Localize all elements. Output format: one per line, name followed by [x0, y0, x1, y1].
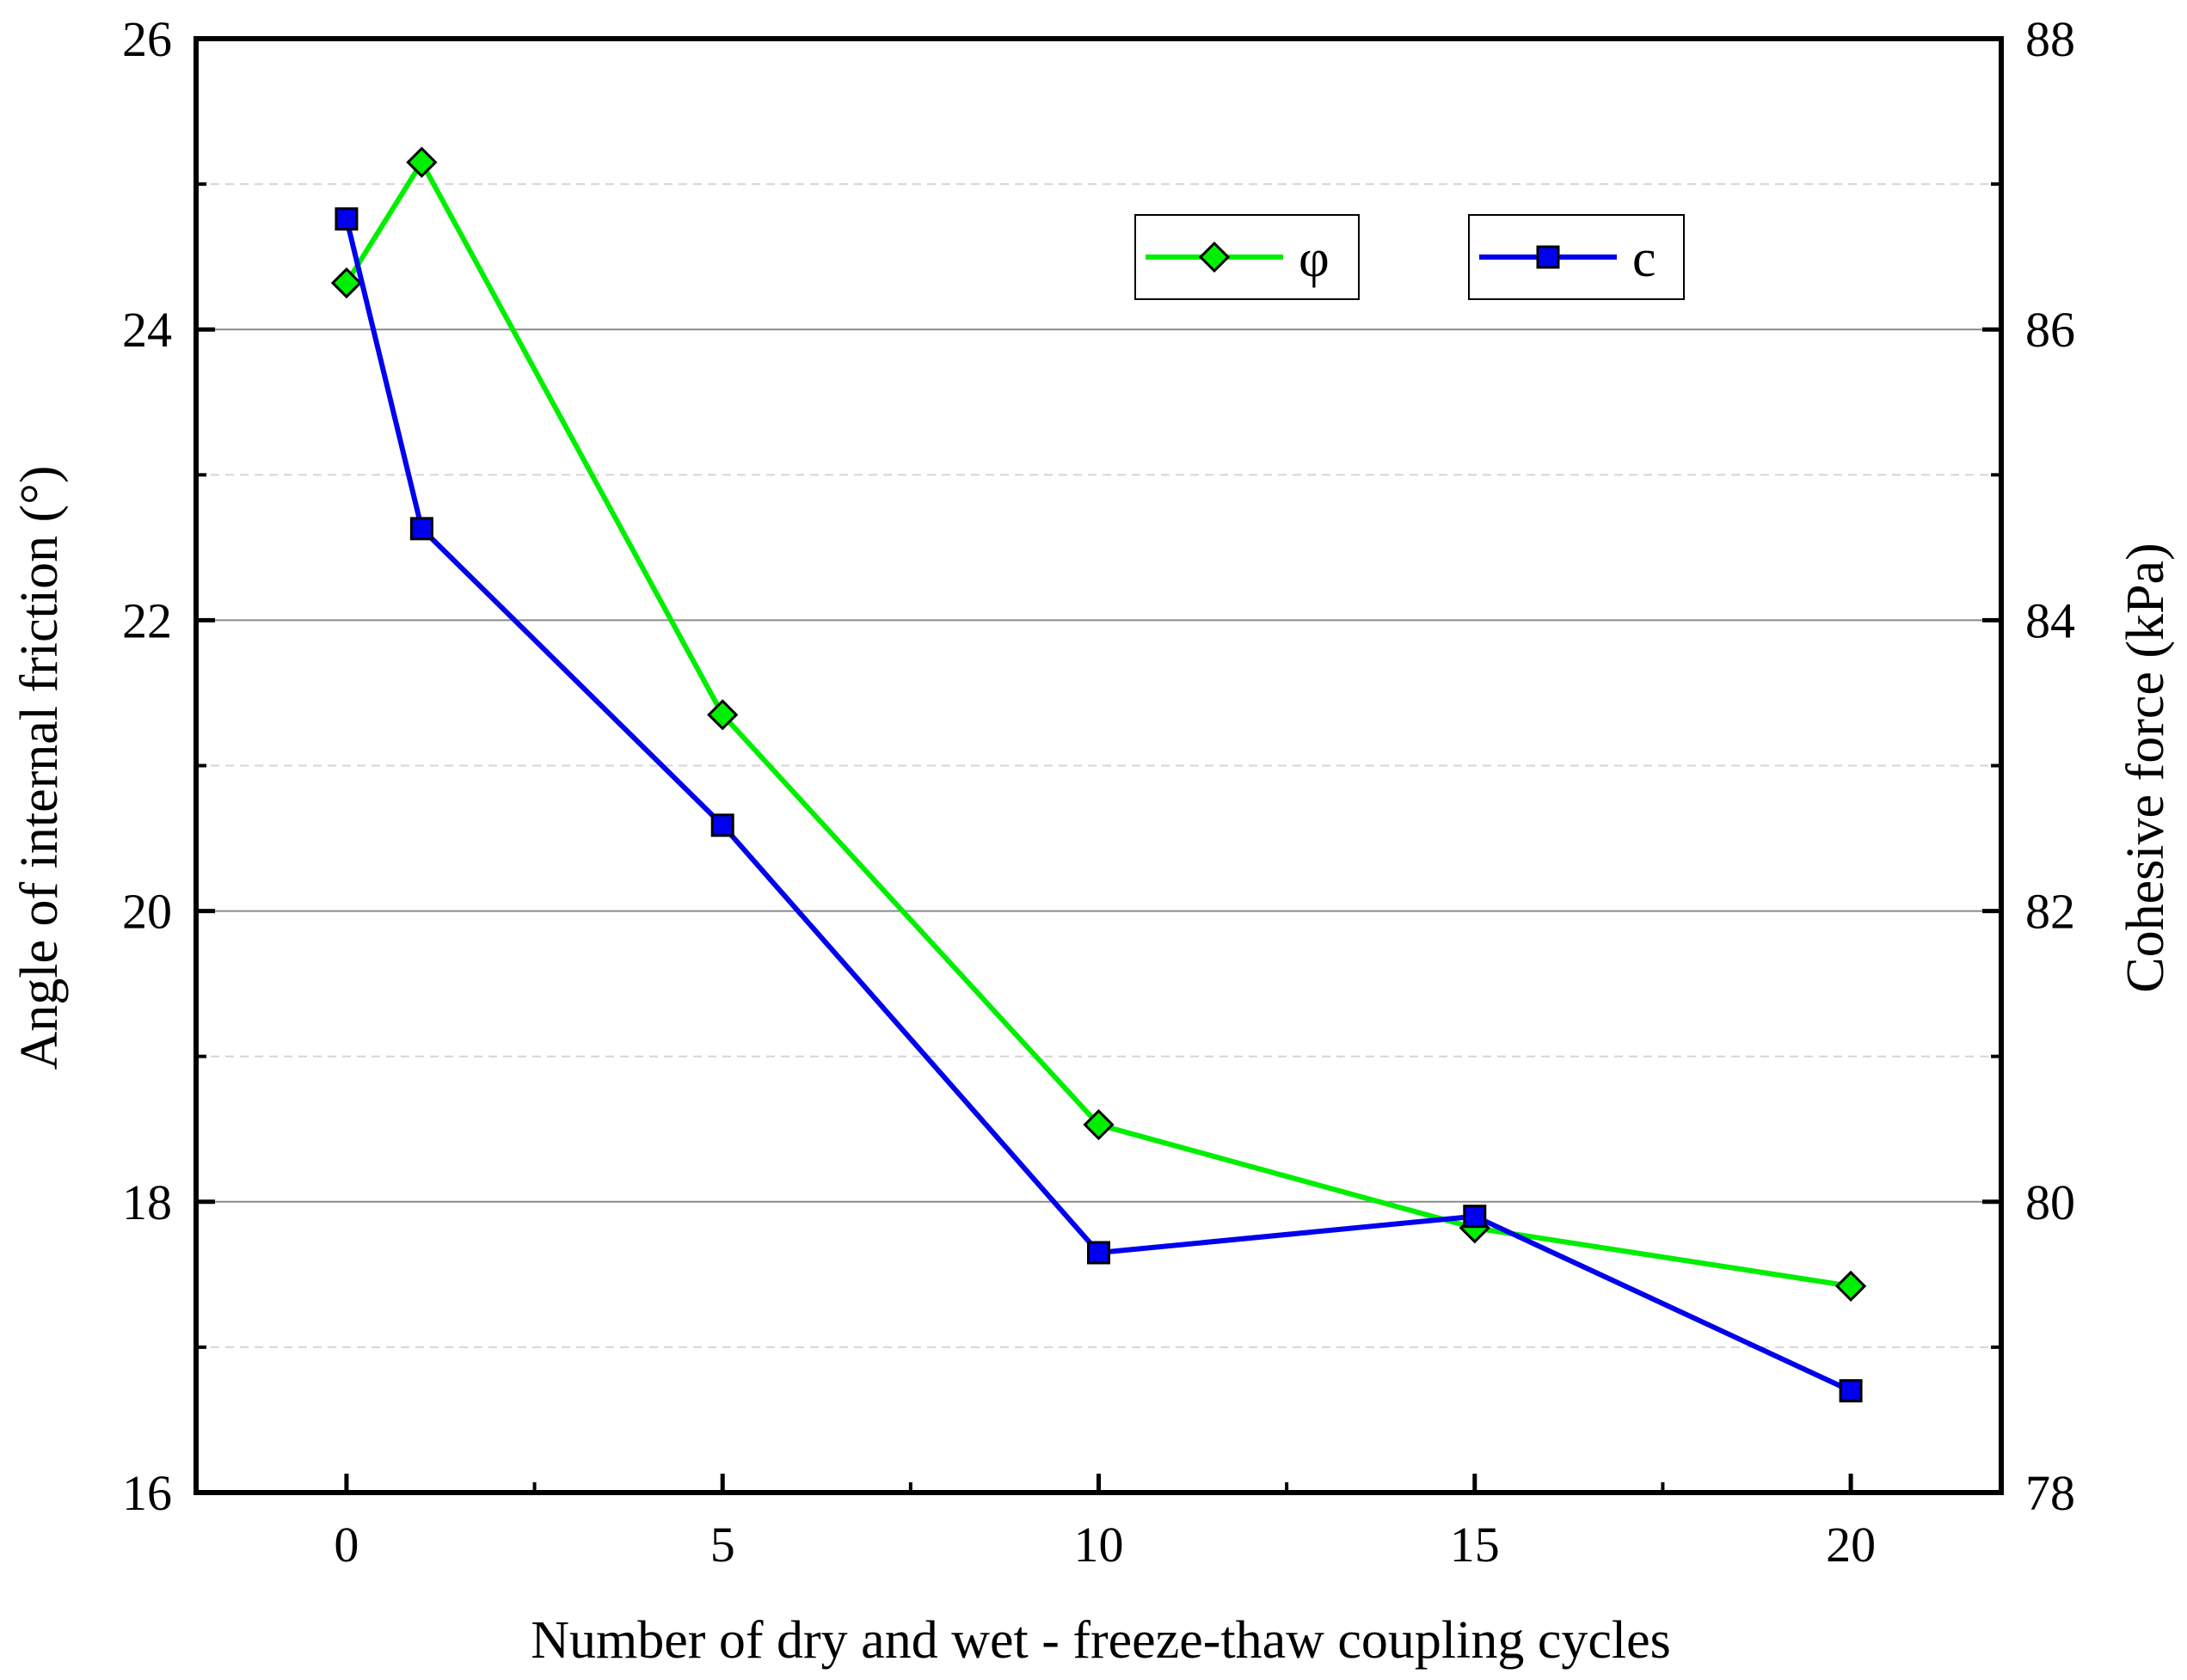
x-tick-label: 15 [1450, 1517, 1500, 1573]
y2-tick-label: 78 [2025, 1465, 2075, 1521]
legend-label-c: c [1632, 230, 1656, 288]
data-point-c [409, 517, 433, 541]
y-tick-label: 26 [122, 11, 172, 67]
x-axis-title: Number of dry and wet - freeze-thaw coup… [531, 1611, 1671, 1670]
y-tick-label: 16 [122, 1465, 172, 1521]
data-point-c [1463, 1205, 1487, 1229]
y-tick-label: 20 [122, 884, 172, 940]
legend-label-phi: φ [1299, 230, 1330, 288]
data-point-c [335, 207, 359, 231]
y2-tick-label: 80 [2025, 1174, 2075, 1230]
data-point-phi [707, 699, 739, 731]
data-point-phi [330, 267, 363, 299]
series-line-c [344, 218, 1852, 1394]
y2-tick-label: 88 [2025, 11, 2075, 67]
x-tick-label: 10 [1074, 1517, 1124, 1573]
y2-tick-labels: 78 80 82 84 86 88 [2025, 11, 2075, 1521]
y-tick-label: 18 [122, 1174, 172, 1230]
x-tick-label: 5 [710, 1517, 735, 1573]
data-point-c [1839, 1379, 1863, 1403]
y2-tick-label: 84 [2025, 592, 2075, 648]
data-point-phi [1834, 1270, 1867, 1302]
data-point-phi [406, 146, 438, 178]
legend-marker-c [1536, 245, 1560, 269]
y2-tick-label: 82 [2025, 884, 2075, 940]
y-tick-label: 24 [122, 302, 172, 358]
y-tick-label: 22 [122, 592, 172, 648]
plot-frame [194, 36, 2004, 1495]
y-axis-title: Angle of internal friction (°) [10, 465, 69, 1070]
gridlines [196, 183, 2001, 1348]
y2-axis-title: Cohesive force (kPa) [2116, 543, 2175, 992]
data-point-c [710, 813, 734, 837]
x-tick-label: 0 [334, 1517, 359, 1573]
series-layer [330, 146, 1867, 1403]
series-line-phi [344, 159, 1852, 1289]
y2-tick-label: 86 [2025, 302, 2075, 358]
x-tick-labels: 0 5 10 15 20 [334, 1517, 1876, 1573]
x-tick-label: 20 [1826, 1517, 1876, 1573]
data-point-phi [1083, 1109, 1115, 1141]
legend-marker-phi [1198, 241, 1231, 273]
data-point-c [1087, 1241, 1110, 1265]
y-tick-labels: 16 18 20 22 24 26 [122, 11, 172, 1521]
